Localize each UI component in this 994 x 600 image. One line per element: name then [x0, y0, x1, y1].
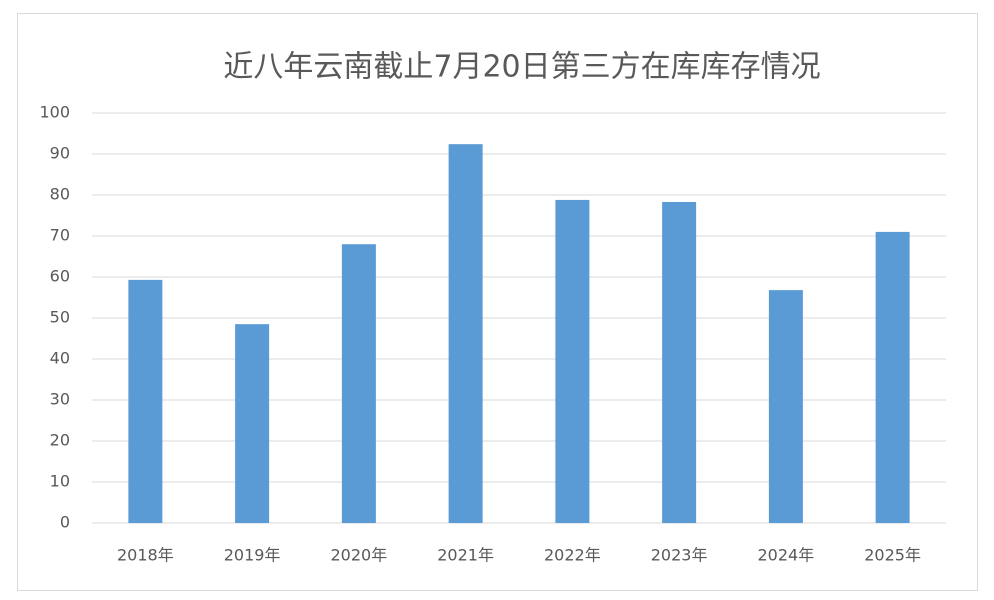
bar: [768, 290, 803, 523]
x-tick-label: 2024年: [758, 546, 815, 565]
bar: [555, 199, 590, 524]
x-tick-label: 2022年: [544, 546, 601, 565]
x-tick-label: 2023年: [651, 546, 708, 565]
x-tick-label: 2021年: [437, 546, 494, 565]
y-tick-label: 40: [50, 349, 70, 368]
y-tick-label: 30: [50, 390, 70, 409]
bar: [235, 324, 270, 523]
y-tick-label: 90: [50, 144, 70, 163]
chart-frame: [17, 13, 978, 591]
x-tick-label: 2025年: [864, 546, 921, 565]
bar: [448, 144, 483, 523]
y-tick-label: 20: [50, 431, 70, 450]
y-tick-label: 80: [50, 185, 70, 204]
y-tick-label: 10: [50, 472, 70, 491]
bar: [875, 231, 910, 523]
y-tick-label: 50: [50, 308, 70, 327]
bar: [341, 244, 376, 523]
y-tick-label: 0: [60, 513, 70, 532]
chart-title: 近八年云南截止7月20日第三方在库库存情况: [223, 50, 820, 85]
bar: [128, 279, 163, 523]
y-tick-label: 100: [39, 103, 70, 122]
y-tick-label: 70: [50, 226, 70, 245]
x-tick-label: 2018年: [117, 546, 174, 565]
x-tick-label: 2019年: [224, 546, 281, 565]
bar: [662, 201, 697, 523]
x-tick-label: 2020年: [331, 546, 388, 565]
y-tick-label: 60: [50, 267, 70, 286]
